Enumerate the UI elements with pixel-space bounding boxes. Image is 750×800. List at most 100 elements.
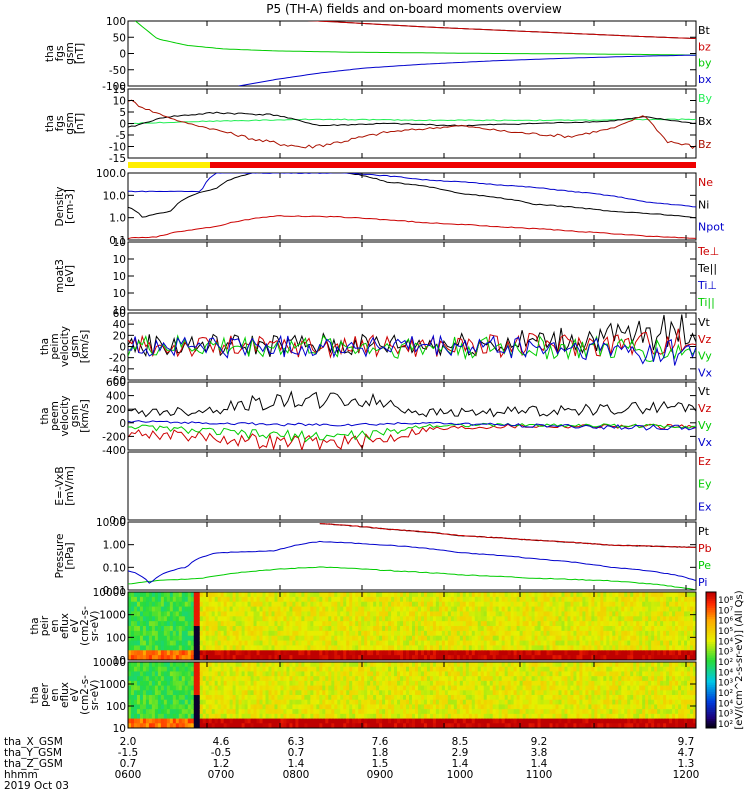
spectrogram-cell [136,611,141,617]
spectrogram-cell [379,645,383,651]
spectrogram-cell [468,690,473,696]
spectrogram-cell [450,596,455,603]
spectrogram-cell [244,695,249,701]
spectrogram-cell [211,611,216,617]
spectrogram-cell [172,601,177,608]
spectrogram-cell [513,704,518,710]
spectrogram-cell [172,718,177,724]
spectrogram-cell [528,596,533,603]
spectrogram-cell [534,630,539,637]
spectrogram-cell [522,601,527,608]
spectrogram-cell [681,611,685,617]
legend-entry-ez: Ez [698,455,711,468]
spectrogram-cell [331,709,335,715]
spectrogram-cell [316,699,320,706]
spectrogram-cell [453,640,458,647]
spectrogram-cell [388,666,392,673]
spectrogram-cell [385,713,389,720]
spectrogram-cell [286,611,291,617]
spectrogram-cell [133,666,138,673]
spectrogram-cell [271,596,276,603]
spectrogram-cell [409,699,413,706]
spectrogram-cell [687,606,691,613]
legend-entry-pi: Pi [698,576,707,589]
spectrogram-cell [513,662,518,668]
spectrogram-cell [205,723,210,728]
spectrogram-cell [394,680,398,687]
spectrogram-cell [528,713,533,720]
spectrogram-cell [199,685,204,691]
spectrogram-cell [310,709,314,715]
spectrogram-cell [208,606,213,613]
spectrogram-cell [672,592,676,598]
spectrogram-cell [259,662,264,668]
spectrogram-cell [349,635,353,642]
spectrogram-cell [283,695,288,701]
spectrogram-cell [367,635,371,642]
spectrogram-cell [495,690,500,696]
spectrogram-cell [226,680,231,687]
spectrogram-cell [142,635,147,642]
spectrogram-cell [298,650,302,656]
spectrogram-cell [522,630,527,637]
spectrogram-cell [277,718,282,724]
spectrogram-cell [139,650,144,656]
spectrogram-cell [343,690,347,696]
spectrogram-cell [274,635,279,642]
spectrogram-cell [492,650,497,656]
spectrogram-cell [172,635,177,642]
spectrogram-cell [337,690,341,696]
spectrogram-cell [385,723,389,728]
spectrogram-cell [483,680,488,687]
spectrogram-cell [507,666,512,673]
spectrogram-cell [169,680,174,687]
spectrogram-cell [501,671,506,677]
spectrogram-cell [507,699,512,706]
spectrogram-cell [163,621,168,627]
spectrogram-cell [412,655,416,660]
spectrogram-cell [214,596,219,603]
spectrogram-cell [253,699,258,706]
panel-label: [eV] [64,265,76,287]
spectrogram-cell [313,685,317,691]
spectrogram-cell [226,601,231,608]
spectrogram-cell [289,635,294,642]
spectrogram-cell [128,671,132,677]
spectrogram-cell [681,645,685,651]
spectrogram-cell [636,650,640,656]
spectrogram-cell [447,601,452,608]
spectrogram-cell [274,611,279,617]
spectrogram-cell [322,713,326,720]
spectrogram-cell [606,645,610,651]
spectrogram-cell [660,645,664,651]
spectrogram-cell [265,592,270,598]
spectrogram-cell [510,723,515,728]
spectrogram-cell [337,611,341,617]
spectrogram-cell [262,718,267,724]
y-tick-label: 50 [113,32,126,44]
spectrogram-cell [277,662,282,668]
spectrogram-cell [627,601,631,608]
spectrogram-cell [223,626,228,632]
spectrogram-cell [268,704,273,710]
spectrogram-cell [510,718,515,724]
spectrogram-cell [160,709,165,715]
spectrogram-cell [423,626,428,632]
spectrogram-cell [681,626,685,632]
spectrogram-cell [286,713,291,720]
spectrogram-cell [130,690,135,696]
spectrogram-cell [385,630,389,637]
spectrogram-cell [334,718,338,724]
spectrogram-cell [420,662,425,668]
spectrogram-cell [423,635,428,642]
spectrogram-cell [304,723,308,728]
spectrogram-cell [343,645,347,651]
spectrogram-cell [417,699,422,706]
spectrogram-cell [361,662,365,668]
spectrogram-cell [456,666,461,673]
spectrogram-cell [645,635,649,642]
spectrogram-cell [223,709,228,715]
spectrogram-cell [537,713,542,720]
spectrogram-cell [426,704,431,710]
spectrogram-cell [639,621,643,627]
